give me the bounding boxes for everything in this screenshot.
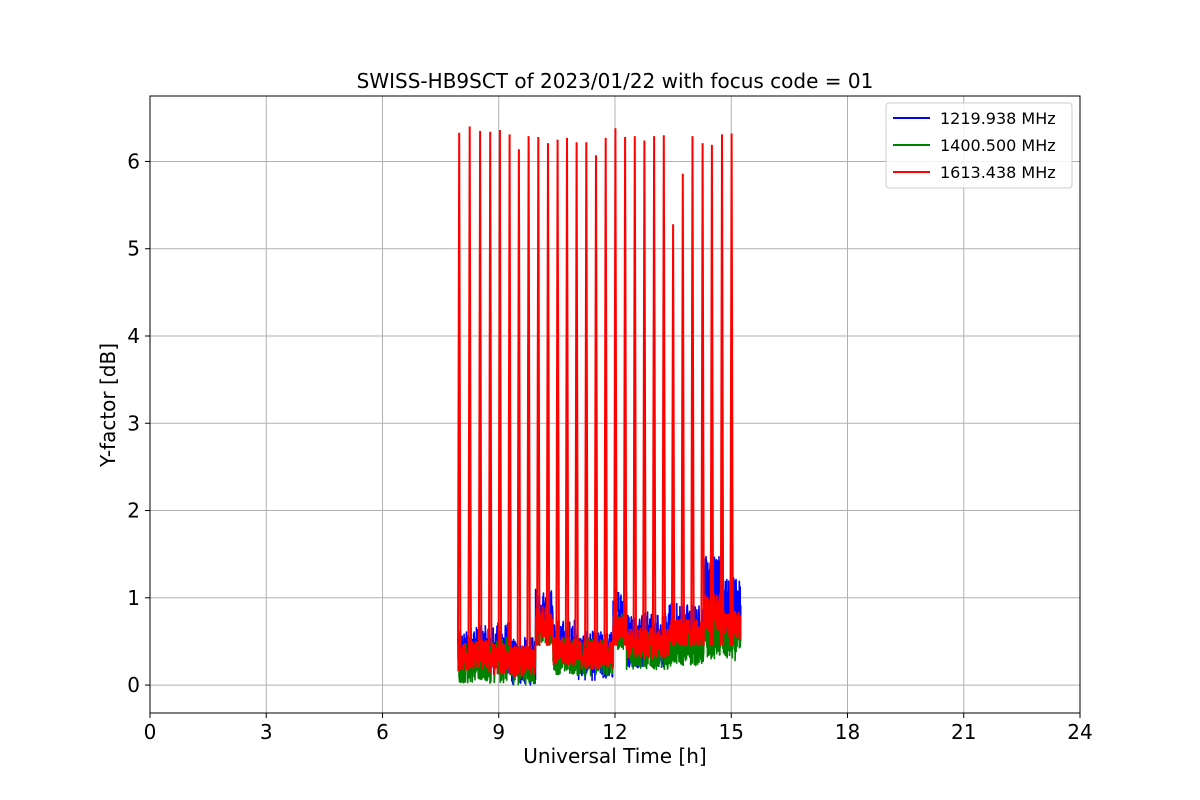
- spike: [680, 173, 685, 646]
- spike: [545, 143, 551, 646]
- spike: [564, 137, 570, 646]
- spike: [603, 137, 608, 646]
- x-axis-label: Universal Time [h]: [523, 744, 706, 768]
- x-tick-label: 18: [835, 720, 860, 744]
- x-axis: 0 3 6 9 12 15 18 21 24: [144, 713, 1093, 744]
- x-tick-label: 6: [376, 720, 389, 744]
- spike: [457, 132, 462, 646]
- x-tick-label: 21: [951, 720, 976, 744]
- legend-entry: 1400.500 MHz: [940, 136, 1056, 155]
- spike: [516, 149, 522, 646]
- x-tick-label: 12: [602, 720, 627, 744]
- spike: [507, 134, 512, 646]
- y-tick-label: 0: [127, 673, 140, 697]
- spike: [670, 224, 676, 646]
- y-tick-label: 1: [127, 586, 140, 610]
- y-tick-label: 2: [127, 499, 140, 523]
- spike: [477, 130, 483, 646]
- legend-box: [885, 102, 1073, 189]
- spike: [613, 128, 618, 646]
- spike: [690, 136, 695, 646]
- spike: [709, 144, 715, 646]
- spike: [632, 136, 637, 646]
- spike: [488, 131, 493, 646]
- spike: [555, 139, 560, 646]
- spike: [719, 134, 725, 646]
- spike: [593, 155, 599, 646]
- spike: [729, 133, 734, 646]
- spike: [700, 143, 705, 646]
- plot-area: [457, 126, 742, 686]
- x-tick-label: 9: [492, 720, 505, 744]
- spike: [526, 136, 531, 646]
- y-axis: 0 1 2 3 4 5 6: [127, 149, 150, 697]
- y-tick-label: 4: [127, 324, 140, 348]
- y-axis-label: Y-factor [dB]: [96, 343, 120, 468]
- spike: [497, 129, 503, 646]
- spike: [584, 142, 589, 646]
- legend-entry: 1219.938 MHz: [940, 109, 1056, 128]
- y-tick-label: 5: [127, 237, 140, 261]
- spike: [574, 142, 579, 646]
- chart-title: SWISS-HB9SCT of 2023/01/22 with focus co…: [357, 69, 874, 93]
- x-tick-label: 24: [1067, 720, 1092, 744]
- spike: [661, 135, 666, 646]
- x-tick-label: 3: [260, 720, 273, 744]
- y-tick-label: 6: [127, 149, 140, 173]
- x-tick-label: 15: [719, 720, 744, 744]
- spike: [651, 136, 657, 646]
- y-tick-label: 3: [127, 411, 140, 435]
- spike: [642, 140, 647, 646]
- legend-entry: 1613.438 MHz: [940, 163, 1056, 182]
- x-tick-label: 0: [144, 720, 157, 744]
- spike: [467, 126, 472, 646]
- spike: [622, 136, 628, 646]
- spike: [536, 136, 541, 646]
- legend: 1219.938 MHz 1400.500 MHz 1613.438 MHz: [885, 102, 1073, 189]
